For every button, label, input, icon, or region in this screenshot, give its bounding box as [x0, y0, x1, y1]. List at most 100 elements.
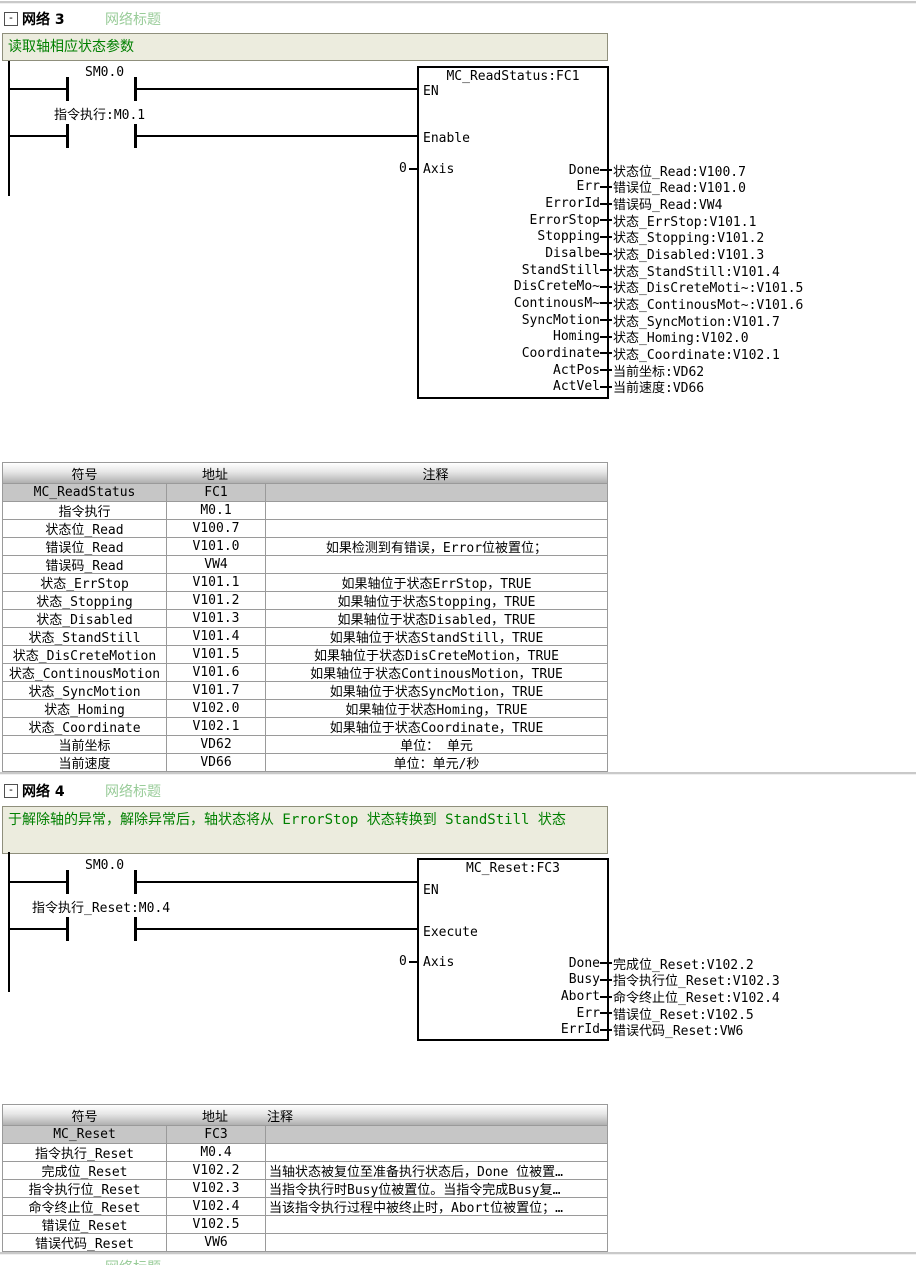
- table-row[interactable]: 当前速度 VD66 单位：单元/秒: [3, 753, 607, 771]
- contact-operand[interactable]: 指令执行_Reset:M0.4: [32, 901, 171, 916]
- symbol-table-2: 符号 地址 注释 MC_Reset FC3 指令执行_Reset M0.4 完成位_…: [2, 1104, 608, 1252]
- address-cell: V101.1: [166, 574, 265, 591]
- table-row[interactable]: MC_Reset FC3: [3, 1125, 607, 1143]
- output-operand[interactable]: 状态_SyncMotion:V101.7: [613, 314, 780, 330]
- contact-operand[interactable]: SM0.0: [85, 65, 125, 80]
- function-block-mc-readstatus[interactable]: MC_ReadStatus:FC1 EN Enable Axis Done 状态位…: [417, 66, 803, 399]
- symbol-cell: 错误代码_Reset: [35, 1237, 134, 1251]
- output-operand[interactable]: 状态_Coordinate:V102.1: [613, 347, 780, 363]
- output-pin: Disalbe: [545, 246, 600, 262]
- wire-tick: [600, 285, 612, 288]
- table-row[interactable]: 指令执行_Reset M0.4: [3, 1143, 607, 1161]
- no-contact[interactable]: [66, 124, 137, 148]
- contact-bar: [134, 124, 137, 148]
- table-row[interactable]: 状态_SyncMotion V101.7 如果轴位于状态SyncMotion，TRU…: [3, 681, 607, 699]
- output-operand[interactable]: 状态_DisCreteMoti~:V101.5: [613, 281, 804, 297]
- table-row[interactable]: 状态_Homing V102.0 如果轴位于状态Homing，TRUE: [3, 699, 607, 717]
- function-block-mc-reset[interactable]: MC_Reset:FC3 EN Execute Axis Done 完成位_Res…: [417, 858, 780, 1041]
- output-operand[interactable]: 状态_ErrStop:V101.1: [613, 214, 757, 230]
- table-row[interactable]: MC_ReadStatus FC1: [3, 483, 607, 501]
- wire-tick: [600, 302, 612, 305]
- table-row[interactable]: 指令执行位_Reset V102.3 当指令执行时Busy位被置位。当指令完成Bus…: [3, 1179, 607, 1197]
- output-operand[interactable]: 当前坐标:VD62: [613, 364, 705, 380]
- table-row[interactable]: 错误码_Read VW4: [3, 555, 607, 573]
- address-cell: V101.5: [166, 646, 265, 663]
- output-pin: Busy: [568, 972, 600, 988]
- input-pin-execute: Execute: [423, 925, 478, 940]
- table-row[interactable]: 状态_StandStill V101.4 如果轴位于状态StandStill，TRU…: [3, 627, 607, 645]
- network-4-title[interactable]: 网络 4: [22, 784, 65, 800]
- output-operand[interactable]: 指令执行位_Reset:V102.3: [613, 974, 780, 990]
- block-output-row: ContinousM~ 状态_ContinousMot~:V101.6: [419, 295, 889, 313]
- wire-tick: [409, 961, 419, 963]
- block-output-row: Disalbe 状态_Disabled:V101.3: [419, 245, 889, 264]
- table-row[interactable]: 状态_Disabled V101.3 如果轴位于状态Disabled，TRUE: [3, 609, 607, 627]
- output-pin: SyncMotion: [521, 312, 600, 328]
- symbol-cell: 状态_DisCreteMotion: [12, 649, 157, 663]
- symbol-cell: 指令执行_Reset: [35, 1147, 134, 1161]
- block-output-row: ErrId 错误代码_Reset:VW6: [419, 1022, 889, 1039]
- no-contact[interactable]: [66, 77, 137, 101]
- output-operand[interactable]: 当前速度:VD66: [613, 381, 705, 397]
- block-output-row: SyncMotion 状态_SyncMotion:V101.7: [419, 312, 889, 330]
- network-5-subtitle-partial[interactable]: 网络标题: [105, 1257, 161, 1265]
- collapse-network-icon[interactable]: -: [4, 12, 18, 26]
- wire-tick: [600, 319, 612, 322]
- comment-cell: [265, 1234, 607, 1251]
- output-operand[interactable]: 状态_Homing:V102.0: [613, 331, 749, 347]
- output-operand[interactable]: 错误位_Read:V101.0: [613, 181, 746, 197]
- output-operand[interactable]: 完成位_Reset:V102.2: [613, 957, 754, 973]
- table-row[interactable]: 状态_Stopping V101.2 如果轴位于状态Stopping，TRUE: [3, 591, 607, 609]
- block-output-row: Err 错误位_Reset:V102.5: [419, 1005, 889, 1023]
- symbol-cell: 当前速度: [58, 757, 111, 771]
- contact-operand[interactable]: SM0.0: [85, 858, 125, 873]
- header-symbol: 符号: [71, 467, 98, 483]
- no-contact[interactable]: [66, 870, 137, 894]
- wire-tick: [600, 202, 612, 205]
- address-cell: V102.4: [166, 1198, 265, 1215]
- symbol-cell: 状态_ContinousMotion: [8, 667, 161, 681]
- wire: [137, 88, 417, 90]
- wire-tick: [600, 169, 612, 172]
- output-pin: ErrId: [560, 1022, 600, 1038]
- table-row[interactable]: 状态_ContinousMotion V101.6 如果轴位于状态Continous…: [3, 663, 607, 681]
- table-row[interactable]: 状态位_Read V100.7: [3, 519, 607, 537]
- output-operand[interactable]: 状态_Stopping:V101.2: [613, 231, 765, 247]
- table-row[interactable]: 状态_DisCreteMotion V101.5 如果轴位于状态DisCreteMo…: [3, 645, 607, 663]
- output-operand[interactable]: 状态_StandStill:V101.4: [613, 264, 780, 280]
- network-4-comment[interactable]: 于解除轴的异常，解除异常后，轴状态将从 ErrorStop 状态转换到 Stan…: [2, 806, 608, 854]
- wire: [8, 88, 67, 90]
- axis-constant[interactable]: 0: [399, 161, 407, 176]
- network-3-subtitle[interactable]: 网络标题: [105, 12, 161, 28]
- output-operand[interactable]: 状态_ContinousMot~:V101.6: [613, 297, 804, 313]
- network-3-title[interactable]: 网络 3: [22, 12, 65, 28]
- block-output-row: Done 状态位_Read:V100.7: [419, 162, 889, 180]
- no-contact[interactable]: [66, 917, 137, 941]
- table-row[interactable]: 状态_ErrStop V101.1 如果轴位于状态ErrStop，TRUE: [3, 573, 607, 591]
- table-row[interactable]: 错误位_Reset V102.5: [3, 1215, 607, 1233]
- output-operand[interactable]: 错误位_Reset:V102.5: [613, 1007, 754, 1023]
- symbol-cell: 状态_StandStill: [28, 631, 141, 645]
- output-operand[interactable]: 命令终止位_Reset:V102.4: [613, 991, 780, 1007]
- table-row[interactable]: 命令终止位_Reset V102.4 当该指令执行过程中被终止时，Abort位被置位…: [3, 1197, 607, 1215]
- contact-operand[interactable]: 指令执行:M0.1: [54, 108, 146, 123]
- collapse-network-icon[interactable]: -: [4, 784, 18, 798]
- table-row[interactable]: 错误代码_Reset VW6: [3, 1233, 607, 1251]
- output-operand[interactable]: 状态位_Read:V100.7: [613, 164, 746, 180]
- output-operand[interactable]: 错误码_Read:VW4: [613, 198, 723, 214]
- network-4-subtitle[interactable]: 网络标题: [105, 784, 161, 800]
- address-cell: V100.7: [166, 520, 265, 537]
- table-row[interactable]: 错误位_Read V101.0 如果检测到有错误，Error位被置位；: [3, 537, 607, 555]
- table-row[interactable]: 当前坐标 VD62 单位： 单元: [3, 735, 607, 753]
- output-operand[interactable]: 状态_Disabled:V101.3: [613, 248, 765, 264]
- table-row[interactable]: 指令执行 M0.1: [3, 501, 607, 519]
- address-cell: VD66: [166, 754, 265, 771]
- table-row[interactable]: 状态_Coordinate V102.1 如果轴位于状态Coordinate，TRU…: [3, 717, 607, 735]
- symbol-cell: 指令执行: [58, 505, 111, 519]
- network-3-comment[interactable]: 读取轴相应状态参数: [2, 33, 608, 61]
- symbol-cell: 状态_Disabled: [36, 613, 133, 627]
- output-operand[interactable]: 错误代码_Reset:VW6: [613, 1024, 744, 1040]
- table-row[interactable]: 完成位_Reset V102.2 当轴状态被复位至准备执行状态后，Done 位被置…: [3, 1161, 607, 1179]
- axis-constant[interactable]: 0: [399, 954, 407, 969]
- wire-tick: [600, 352, 612, 355]
